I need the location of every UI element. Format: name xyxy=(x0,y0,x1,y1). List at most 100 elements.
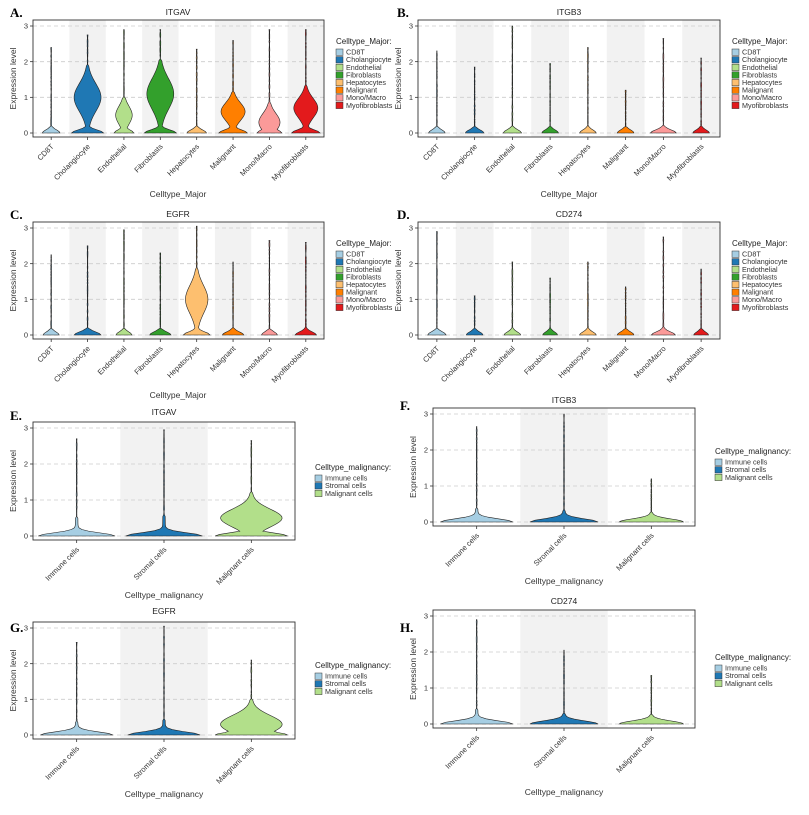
y-tick-label: 1 xyxy=(424,684,428,693)
x-axis-label: Celltype_malignancy xyxy=(125,590,204,600)
y-tick-label: 3 xyxy=(424,410,428,419)
x-tick-label: Mono/Macro xyxy=(238,142,274,178)
legend-swatch xyxy=(731,296,740,304)
legend-entry: Malignant xyxy=(742,288,773,297)
violin-malignant-cells xyxy=(214,440,288,537)
violin-cd8t xyxy=(42,254,60,336)
legend-swatch xyxy=(314,672,323,680)
chart-title: CD274 xyxy=(551,596,578,606)
chart-title: EGFR xyxy=(152,606,176,616)
legend-entry: Fibroblasts xyxy=(346,272,382,281)
x-tick-label: Malignant xyxy=(601,343,631,373)
plot-frame xyxy=(32,221,325,340)
chart-title: ITGAV xyxy=(152,407,177,417)
legend-title: Celltype_malignancy: xyxy=(315,463,391,472)
legend-entry: Cholangiocyte xyxy=(346,55,392,64)
legend-swatch xyxy=(714,466,723,474)
violin-myofibroblasts xyxy=(693,268,709,336)
chart-title: ITGAV xyxy=(166,7,191,17)
violin-myofibroblasts xyxy=(692,57,710,134)
y-axis-label: Expression level xyxy=(8,450,18,512)
y-axis-label: Expression level xyxy=(8,47,18,109)
panel-letter: H. xyxy=(400,620,413,635)
y-axis-label: Expression level xyxy=(408,638,418,700)
legend-title: Celltype_Major: xyxy=(336,37,392,46)
y-tick-label: 2 xyxy=(409,259,413,268)
legend-entry: Endothelial xyxy=(346,63,382,72)
violin-malignant xyxy=(221,261,245,336)
legend-entry: Hepatocytes xyxy=(742,78,782,87)
legend-swatch xyxy=(335,250,344,258)
legend-entry: Malignant xyxy=(346,86,377,95)
legend-swatch xyxy=(731,86,740,94)
y-tick-label: 1 xyxy=(409,295,413,304)
legend-title: Celltype_malignancy: xyxy=(315,661,391,670)
x-tick-label: Cholangiocyte xyxy=(439,142,479,182)
legend-title: Celltype_Major: xyxy=(732,239,788,248)
legend-swatch xyxy=(335,86,344,94)
legend-entry: CD8T xyxy=(742,250,761,259)
panel-letter: A. xyxy=(10,5,23,20)
x-tick-label: Hepatocytes xyxy=(165,142,201,178)
y-tick-label: 1 xyxy=(24,93,28,102)
x-tick-label: Hepatocytes xyxy=(165,344,201,380)
legend-entry: CD8T xyxy=(742,48,761,57)
legend-swatch xyxy=(335,79,344,87)
violin-hepatocytes xyxy=(579,47,597,134)
legend-title: Celltype_Major: xyxy=(336,239,392,248)
y-tick-label: 2 xyxy=(24,659,28,668)
legend: Celltype_Major: CD8TCholangiocyteEndothel… xyxy=(335,37,393,110)
legend-entry: Immune cells xyxy=(725,664,768,673)
x-tick-label: Immune cells xyxy=(443,733,481,771)
legend-entry: Hepatocytes xyxy=(346,78,386,87)
violin-fibroblasts xyxy=(542,277,558,336)
legend-entry: Endothelial xyxy=(742,63,778,72)
legend-entry: Malignant cells xyxy=(325,489,373,498)
y-tick-label: 2 xyxy=(409,57,413,66)
x-tick-label: Fibroblasts xyxy=(132,142,164,174)
x-tick-label: Malignant cells xyxy=(614,531,656,573)
legend-swatch xyxy=(335,296,344,304)
legend-swatch xyxy=(314,680,323,688)
x-axis-label: Celltype_malignancy xyxy=(525,576,604,586)
legend-swatch xyxy=(714,664,723,672)
y-axis-label: Expression level xyxy=(393,47,403,109)
violin-cholangiocyte xyxy=(73,245,102,336)
violin-hepatocytes xyxy=(186,48,208,134)
violin-cholangiocyte xyxy=(465,295,484,336)
violin-stromal-cells xyxy=(127,625,201,736)
y-tick-label: 0 xyxy=(24,532,28,541)
y-axis-label: Expression level xyxy=(8,249,18,311)
violin-immune-cells xyxy=(440,619,514,725)
legend-swatch xyxy=(731,94,740,102)
legend-swatch xyxy=(731,303,740,311)
y-tick-label: 3 xyxy=(409,22,413,31)
x-tick-label: Endothelial xyxy=(96,344,129,377)
x-tick-label: Fibroblasts xyxy=(522,344,554,376)
legend-entry: Mono/Macro xyxy=(346,295,386,304)
x-tick-label: Stromal cells xyxy=(132,744,169,781)
x-tick-label: Malignant xyxy=(208,141,238,171)
violin-mono-macro xyxy=(649,38,678,134)
legend-entry: Cholangiocyte xyxy=(346,257,392,266)
legend-swatch xyxy=(714,679,723,687)
legend-entry: Mono/Macro xyxy=(742,295,782,304)
legend-entry: Malignant cells xyxy=(725,679,773,688)
violin-endothelial xyxy=(113,29,135,134)
y-tick-label: 0 xyxy=(409,331,413,340)
y-tick-label: 0 xyxy=(24,331,28,340)
legend: Celltype_malignancy: Immune cellsStromal … xyxy=(714,447,791,482)
y-tick-label: 3 xyxy=(24,424,28,433)
x-tick-label: Myofibroblasts xyxy=(270,344,311,385)
violin-malignant xyxy=(218,39,249,134)
y-tick-label: 0 xyxy=(424,720,428,729)
violin-immune-cells xyxy=(38,438,116,537)
chart-title: ITGB3 xyxy=(552,395,577,405)
legend-entry: Fibroblasts xyxy=(742,70,778,79)
panel-letter: G. xyxy=(10,620,23,635)
violin-malignant-cells xyxy=(618,675,685,725)
y-tick-label: 1 xyxy=(24,496,28,505)
chart-title: CD274 xyxy=(556,209,583,219)
